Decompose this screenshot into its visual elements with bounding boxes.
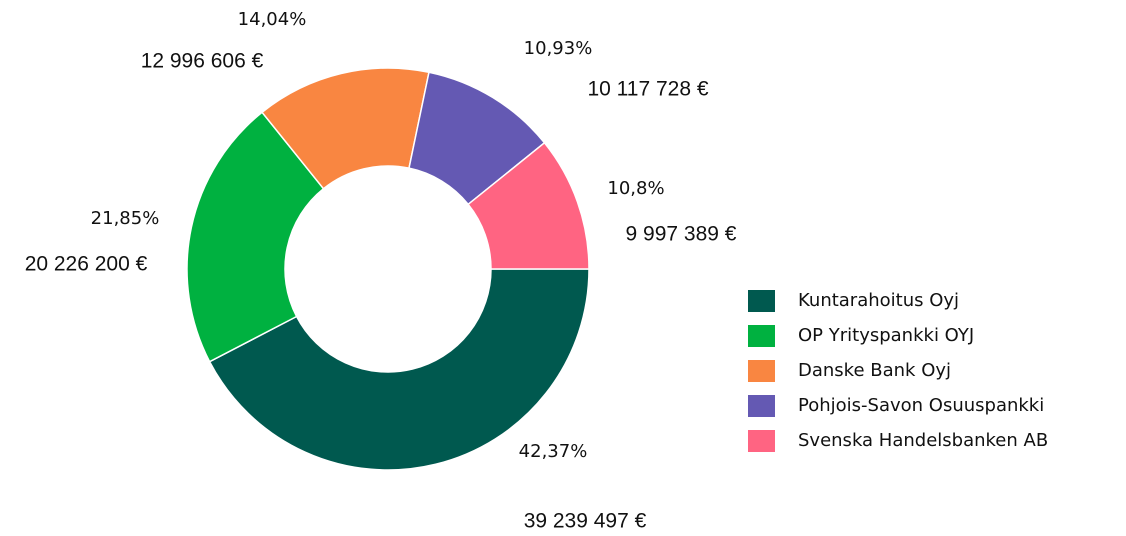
legend-label: OP Yrityspankki OYJ [798,325,974,346]
legend-label: Kuntarahoitus Oyj [798,290,959,311]
percent-label: 14,04% [238,9,307,30]
legend-swatch [748,360,775,382]
legend-label: Danske Bank Oyj [798,360,951,381]
slice [208,268,590,471]
amount-label: 9 997 389 € [626,223,737,246]
legend-swatch [748,325,775,347]
legend-swatch [748,430,775,452]
slice [186,111,325,363]
percent-label: 10,8% [607,178,664,199]
amount-label: 20 226 200 € [25,253,148,276]
amount-label: 39 239 497 € [524,510,647,533]
amount-label: 10 117 728 € [587,78,708,101]
legend-swatch [748,290,775,312]
percent-label: 21,85% [91,208,160,229]
percent-label: 10,93% [524,38,593,59]
legend-label: Pohjois-Savon Osuuspankki [798,395,1044,416]
slice [467,141,590,270]
slice [261,67,430,190]
legend-label: Svenska Handelsbanken AB [798,430,1048,451]
legend-swatch [748,395,775,417]
percent-label: 42,37% [519,441,588,462]
amount-label: 12 996 606 € [141,50,264,73]
